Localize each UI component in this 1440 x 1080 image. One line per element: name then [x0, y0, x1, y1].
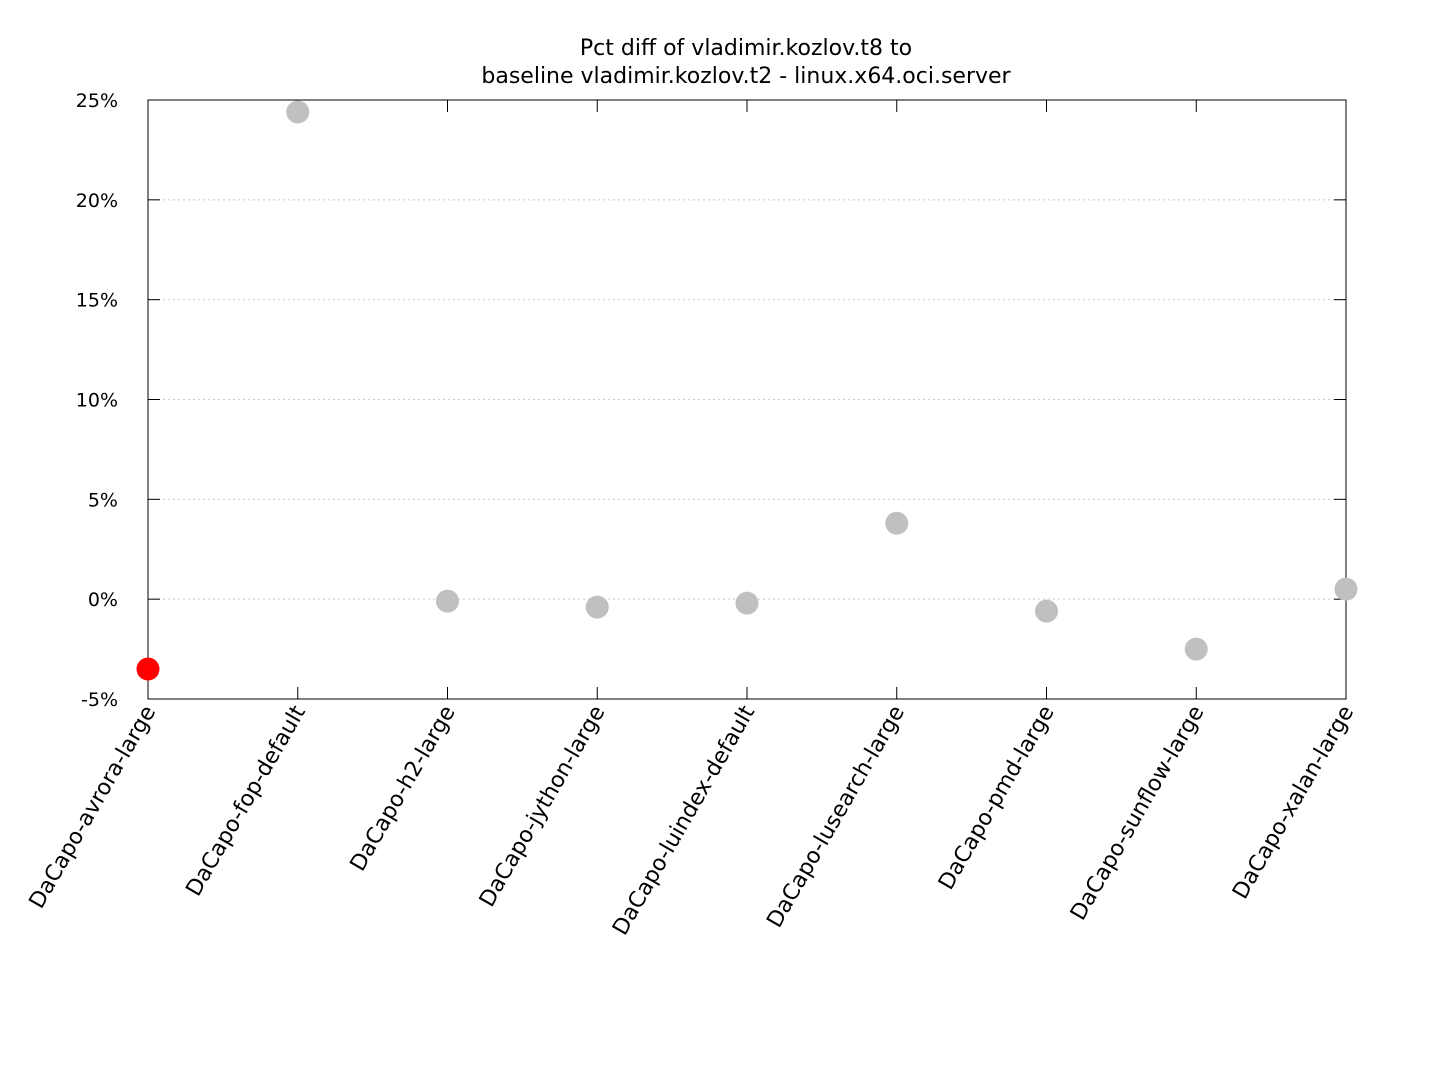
x-tick-label: DaCapo-fop-default [182, 701, 312, 900]
y-tick-label: 10% [76, 390, 118, 412]
x-tick-label: DaCapo-sunflow-large [1066, 702, 1209, 925]
y-tick-label: 0% [88, 589, 118, 611]
chart-title-line-1: Pct diff of vladimir.kozlov.t8 to [580, 36, 912, 61]
chart-title-line-2: baseline vladimir.kozlov.t2 - linux.x64.… [481, 64, 1011, 89]
chart-title: Pct diff of vladimir.kozlov.t8 to baseli… [481, 36, 1011, 89]
y-tick-label: 25% [76, 90, 118, 112]
grid-lines [148, 199, 1346, 600]
x-tick-label: DaCapo-pmd-large [934, 702, 1060, 895]
x-tick-label: DaCapo-avrora-large [25, 702, 162, 913]
y-tick-label: 15% [76, 290, 118, 312]
data-point [735, 591, 759, 615]
y-axis: -5% 0% 5% 10% 15% 20% 25% [76, 90, 1346, 711]
y-tick-label: 20% [76, 190, 118, 212]
x-tick-label: DaCapo-luindex-default [608, 701, 760, 940]
data-point-highlight [136, 657, 160, 681]
x-tick-label: DaCapo-xalan-large [1228, 702, 1359, 904]
y-tick-label: 5% [88, 489, 118, 511]
data-point [585, 595, 609, 619]
x-axis: DaCapo-avrora-large DaCapo-fop-default DaC… [25, 100, 1359, 940]
data-points [136, 100, 1358, 681]
x-tick-label: DaCapo-lusearch-large [762, 702, 910, 933]
y-tick-label: -5% [81, 689, 118, 711]
x-tick-label: DaCapo-h2-large [346, 702, 461, 876]
data-point [885, 511, 909, 535]
data-point [1035, 599, 1058, 623]
data-point [436, 589, 459, 613]
x-tick-label: DaCapo-jython-large [475, 702, 611, 912]
data-point [286, 100, 310, 124]
data-point [1334, 577, 1358, 601]
data-point [1184, 637, 1208, 661]
